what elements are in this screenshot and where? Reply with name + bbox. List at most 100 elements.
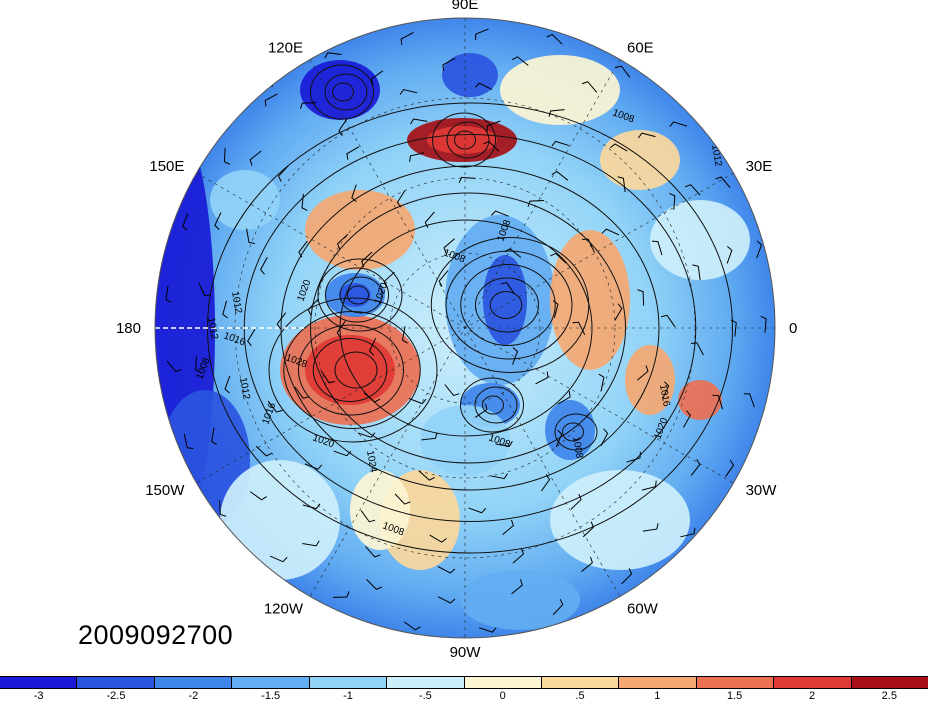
pressure-contours <box>207 64 733 554</box>
isobar <box>310 64 374 120</box>
isobar <box>475 277 539 333</box>
isobar <box>432 112 496 168</box>
wind-barb <box>651 240 663 256</box>
wind-barb <box>438 270 449 287</box>
isobar <box>489 291 523 319</box>
colorbar-swatch <box>0 677 78 688</box>
wind-barb <box>336 233 349 250</box>
wind-barb <box>641 480 657 491</box>
wind-barb <box>298 240 308 258</box>
colorbar-swatch <box>77 677 155 688</box>
wind-barb <box>302 540 320 547</box>
wind-barb <box>475 403 488 418</box>
anomaly-patch <box>220 460 340 580</box>
wind-barb <box>582 521 595 538</box>
anomaly-patch <box>339 283 371 307</box>
isobar <box>474 386 518 424</box>
wind-barb <box>581 81 598 93</box>
colorbar-labels: -3-2.5-2-1.5-1-.50.511.522.53 <box>0 690 928 702</box>
wind-barb <box>363 392 381 403</box>
longitude-labels: 90E 60E 30E 0 30W 60W 90W 120W 150W 180 150E 120E <box>116 0 797 661</box>
longitude-label: 0 <box>789 320 797 337</box>
wind-barb <box>527 199 544 207</box>
anomaly-patch <box>650 200 750 280</box>
longitude-label: 120W <box>264 601 304 618</box>
graticule <box>155 18 775 638</box>
wind-barb <box>690 459 701 476</box>
wind-barb <box>642 523 659 532</box>
colorbar-tick-label: -3 <box>33 690 44 702</box>
wind-barb <box>572 321 586 336</box>
wind-barb <box>535 371 549 385</box>
wind-barb <box>320 370 336 384</box>
wind-barb <box>552 300 559 318</box>
wind-barb <box>669 192 676 210</box>
longitude-label: 60E <box>627 39 654 56</box>
wind-barb <box>277 165 289 182</box>
wind-barb <box>557 391 571 405</box>
longitude-label: 90W <box>450 644 482 661</box>
wind-barb <box>302 503 321 510</box>
wind-barb <box>276 312 287 330</box>
wind-barb <box>332 591 350 598</box>
isobar <box>460 377 524 433</box>
wind-barb <box>760 315 767 333</box>
wind-barb <box>726 245 733 264</box>
colorbar-tick-label: 1.5 <box>727 690 743 702</box>
anomaly-patch <box>600 130 680 190</box>
anomaly-patch <box>550 230 630 370</box>
wind-barb <box>255 445 272 457</box>
colorbar-swatch <box>541 677 620 688</box>
colorbar-swatch <box>232 677 310 688</box>
wind-barb <box>621 568 633 585</box>
wind-barb <box>369 338 377 356</box>
wind-barb <box>249 150 262 166</box>
parallel <box>389 252 541 404</box>
wind-barb <box>307 299 319 316</box>
isobar <box>339 276 383 314</box>
wind-barb <box>636 365 649 381</box>
isobar <box>562 422 584 442</box>
isobar <box>280 165 660 491</box>
wind-barb <box>500 282 515 295</box>
isobar <box>317 258 403 332</box>
wind-barb <box>669 121 688 127</box>
wind-barb <box>662 381 670 399</box>
wind-barb <box>182 212 189 231</box>
anomaly-patch <box>545 400 595 460</box>
wind-barb <box>269 555 288 563</box>
wind-barb <box>403 621 421 631</box>
wind-barb <box>684 184 701 196</box>
wind-barb <box>468 507 487 514</box>
colorbar-swatch <box>464 677 542 688</box>
wind-barb <box>552 598 564 616</box>
wind-barb <box>324 52 342 59</box>
wind-barb <box>725 459 735 477</box>
colorbar <box>0 676 928 689</box>
wind-barb <box>259 257 268 275</box>
colorbar-tick-label: 0 <box>499 690 506 702</box>
wind-barb <box>474 82 493 90</box>
wind-barb <box>264 93 278 107</box>
wind-barb <box>511 56 529 66</box>
wind-barb <box>601 228 620 236</box>
wind-barb <box>360 510 376 523</box>
wind-barb <box>410 118 428 125</box>
isobar <box>325 267 389 323</box>
contour-label: 1012 <box>229 291 244 315</box>
contour-label: 1016 <box>657 384 672 408</box>
wind-barb <box>692 264 701 281</box>
wind-barb <box>680 527 696 538</box>
wind-barb <box>486 120 501 132</box>
wind-barb <box>408 398 427 405</box>
longitude-label: 30E <box>746 158 773 175</box>
wind-barb <box>165 285 172 303</box>
wind-barb <box>614 303 623 321</box>
longitude-label: 180 <box>116 320 141 337</box>
isobar <box>446 121 490 159</box>
wind-barb <box>399 88 418 95</box>
wind-barb <box>365 546 381 558</box>
wind-barb <box>333 450 352 457</box>
wind-barb <box>394 493 411 505</box>
colorbar-tick-label: .5 <box>575 690 585 702</box>
